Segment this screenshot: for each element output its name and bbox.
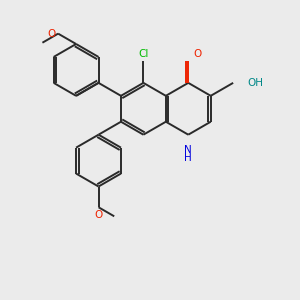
Text: O: O bbox=[47, 28, 55, 39]
Text: O: O bbox=[194, 50, 202, 59]
Text: N: N bbox=[184, 145, 192, 155]
Text: OH: OH bbox=[248, 78, 264, 88]
Text: H: H bbox=[184, 153, 192, 163]
Text: O: O bbox=[94, 210, 103, 220]
Text: Cl: Cl bbox=[138, 49, 148, 59]
